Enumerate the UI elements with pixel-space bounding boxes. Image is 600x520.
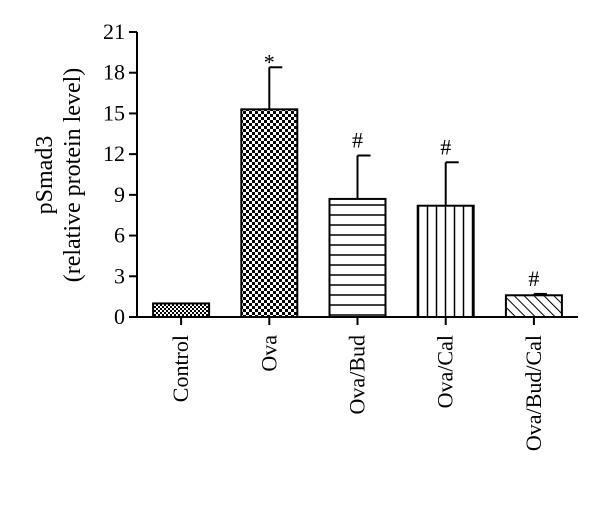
y-tick-label: 21 [103,19,125,44]
y-tick-label: 15 [103,100,125,125]
x-tick-label: Control [168,335,193,402]
bar-ova-bud [328,197,387,318]
significance-marker: # [352,128,363,153]
y-axis-label-line-2: (relative protein level) [60,68,86,283]
x-tick-label: Ova/Bud [345,335,370,414]
x-tick-label: Ova [256,335,281,372]
y-tick-label: 9 [114,182,125,207]
x-tick-labels: Control Ova Ova/Bud Ova/Cal Ova/Bud/Cal [168,317,546,451]
significance-marker: # [528,266,539,291]
y-axis-label-line-1: pSmad3 [32,136,58,215]
error-bars [268,66,547,296]
y-tick-label: 0 [114,304,125,329]
significance-markers: * # # # [264,49,540,291]
significance-marker: # [440,134,451,159]
y-tick-label: 3 [114,263,125,288]
significance-marker: * [264,49,275,74]
y-tick-label: 18 [103,60,125,85]
x-tick-label: Ova/Bud/Cal [521,335,546,451]
y-tick-label: 12 [103,141,125,166]
bars [152,108,563,318]
y-tick-label: 6 [114,223,125,248]
bar-control [152,302,211,318]
x-tick-label: Ova/Cal [433,335,458,408]
y-ticks: 0 3 6 9 12 15 18 21 [103,19,137,329]
bar-ova-cal [416,204,475,318]
bar-ova-bud-cal [504,294,563,318]
bar-ova [240,108,299,318]
